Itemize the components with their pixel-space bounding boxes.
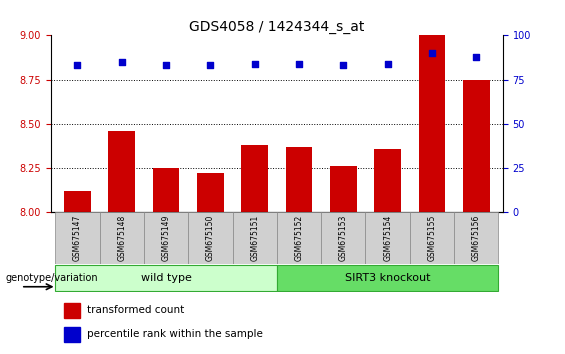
Point	[117, 59, 126, 65]
Bar	[99, 212, 144, 264]
Point	[162, 63, 171, 68]
Bar	[55, 265, 277, 291]
Point	[472, 54, 481, 59]
Bar	[197, 173, 224, 212]
Text: wild type: wild type	[141, 273, 192, 283]
Point	[73, 63, 82, 68]
Title: GDS4058 / 1424344_s_at: GDS4058 / 1424344_s_at	[189, 21, 364, 34]
Bar	[64, 303, 80, 318]
Bar	[108, 131, 135, 212]
Point	[250, 61, 259, 67]
Point	[383, 61, 392, 67]
Text: SIRT3 knockout: SIRT3 knockout	[345, 273, 431, 283]
Text: GSM675155: GSM675155	[428, 215, 436, 261]
Bar	[410, 212, 454, 264]
Point	[428, 50, 437, 56]
Point	[339, 63, 348, 68]
Text: GSM675149: GSM675149	[162, 215, 171, 261]
Bar	[55, 212, 99, 264]
Text: GSM675154: GSM675154	[383, 215, 392, 261]
Bar	[330, 166, 357, 212]
Bar	[64, 327, 80, 342]
Point	[206, 63, 215, 68]
Bar	[233, 212, 277, 264]
Text: GSM675148: GSM675148	[118, 215, 126, 261]
Bar	[454, 212, 498, 264]
Bar	[277, 212, 321, 264]
Bar	[241, 145, 268, 212]
Bar	[153, 168, 179, 212]
Text: GSM675152: GSM675152	[294, 215, 303, 261]
Point	[294, 61, 303, 67]
Text: transformed count: transformed count	[87, 306, 184, 315]
Bar	[463, 80, 489, 212]
Text: percentile rank within the sample: percentile rank within the sample	[87, 330, 263, 339]
Bar	[64, 191, 91, 212]
Text: genotype/variation: genotype/variation	[6, 273, 98, 283]
Bar	[144, 212, 188, 264]
Text: GSM675151: GSM675151	[250, 215, 259, 261]
Bar	[277, 265, 498, 291]
Bar	[286, 147, 312, 212]
Bar	[188, 212, 233, 264]
Bar	[366, 212, 410, 264]
Text: GSM675156: GSM675156	[472, 215, 481, 261]
Text: GSM675153: GSM675153	[339, 215, 348, 261]
Bar	[321, 212, 366, 264]
Text: GSM675147: GSM675147	[73, 215, 82, 261]
Bar	[375, 149, 401, 212]
Text: GSM675150: GSM675150	[206, 215, 215, 261]
Bar	[419, 35, 445, 212]
